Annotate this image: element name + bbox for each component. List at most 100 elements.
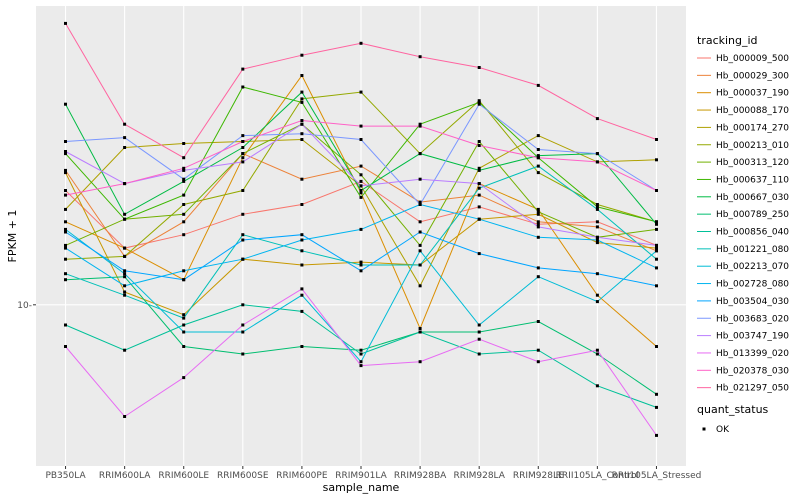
data-point-Hb_003504_030-RRIM928BA	[418, 230, 422, 234]
data-point-Hb_020378_030-RRII105LA_Stressed	[655, 189, 658, 192]
data-point-Hb_000174_270-RRII105LA_Stressed	[655, 158, 658, 162]
data-point-Hb_002728_080-PB350LA	[64, 246, 67, 250]
data-point-Hb_000037_190-RRII105LA_Control	[595, 293, 599, 297]
data-point-Hb_000088_170-PB350LA	[64, 171, 67, 175]
y-tick-label: 10-	[17, 301, 32, 311]
data-point-Hb_020378_030-PB350LA	[64, 193, 67, 197]
x-axis: PB350LA RRIM600LA RRIM600LE RRIM600SE RRIM60…	[45, 466, 701, 481]
data-point-Hb_000856_040-RRIM901LA	[359, 352, 363, 356]
legend-label: Hb_003683_020	[716, 314, 789, 324]
data-point-Hb_000856_040-RRIM928BA	[418, 330, 422, 334]
data-point-Hb_000037_190-PB350LA	[64, 220, 67, 224]
legend-label: Hb_000637_110	[716, 175, 789, 185]
data-point-Hb_000637_110-RRIM928LA	[477, 100, 481, 104]
data-point-Hb_000789_250-RRIM600PE	[300, 345, 304, 348]
x-tick-label: RRIM600PE	[276, 471, 328, 481]
x-axis-title: sample_name	[323, 481, 400, 494]
data-point-Hb_020378_030-RRIM901LA	[359, 124, 363, 128]
data-point-Hb_001221_080-RRIM600LE	[182, 316, 186, 320]
x-tick-label: RRIM901LA	[335, 471, 387, 481]
data-point-Hb_000856_040-RRIM600LE	[182, 323, 186, 327]
data-point-Hb_013399_020-RRIM600LA	[123, 415, 127, 418]
legend-label: Hb_000789_250	[716, 210, 789, 220]
data-point-Hb_002213_070-RRIM901LA	[359, 360, 363, 364]
data-point-Hb_000009_500-RRIM600PE	[300, 203, 304, 206]
data-point-Hb_000856_040-PB350LA	[64, 323, 67, 327]
y-axis-title: FPKM + 1	[6, 210, 19, 263]
data-point-Hb_002728_080-RRIM928LA	[477, 217, 481, 221]
data-point-Hb_000174_270-RRIM928BA	[418, 284, 422, 288]
data-point-Hb_000029_300-RRIM928LE	[536, 220, 540, 224]
data-point-Hb_020378_030-RRIM600LE	[182, 166, 186, 170]
data-point-Hb_000637_110-RRIM600LE	[182, 193, 186, 197]
data-point-Hb_001221_080-RRIM928LA	[477, 186, 481, 190]
y-axis: 10-	[17, 301, 36, 311]
data-point-Hb_000313_120-RRIM928BA	[418, 243, 422, 247]
data-point-Hb_013399_020-RRIM600PE	[300, 287, 304, 291]
data-point-Hb_003747_190-PB350LA	[64, 150, 67, 153]
data-point-Hb_000789_250-PB350LA	[64, 278, 67, 282]
legend-label: Hb_000009_500	[716, 54, 789, 64]
data-point-Hb_000637_110-RRIM901LA	[359, 195, 363, 199]
data-point-Hb_000088_170-RRIM600LE	[182, 313, 186, 317]
data-point-Hb_001221_080-RRII105LA_Stressed	[655, 257, 658, 261]
data-point-Hb_003747_190-RRII105LA_Control	[595, 235, 599, 239]
data-point-Hb_000009_500-RRII105LA_Control	[595, 220, 599, 224]
data-point-Hb_000313_120-RRIM928LA	[477, 140, 481, 143]
data-point-Hb_002728_080-RRIM928LE	[536, 235, 540, 239]
data-point-Hb_003504_030-RRIM600LE	[182, 278, 186, 282]
data-point-Hb_000789_250-RRIM901LA	[359, 348, 363, 352]
data-point-Hb_000174_270-RRIM600LA	[123, 146, 127, 149]
data-point-Hb_000009_500-PB350LA	[64, 189, 67, 192]
data-point-Hb_003747_190-RRIM928BA	[418, 177, 422, 181]
data-point-Hb_002728_080-RRIM600PE	[300, 238, 304, 242]
legend: tracking_id Hb_000009_500Hb_000029_300Hb…	[697, 34, 789, 435]
data-point-Hb_000667_030-PB350LA	[64, 102, 67, 106]
data-point-Hb_003504_030-RRIM600SE	[241, 238, 245, 242]
data-point-Hb_000009_500-RRIM600LE	[182, 233, 186, 237]
data-point-Hb_000789_250-RRII105LA_Control	[595, 352, 599, 356]
data-point-Hb_000789_250-RRIM928LA	[477, 330, 481, 334]
x-tick-label: RRIM928LE	[513, 471, 564, 481]
data-point-Hb_000009_500-RRIM901LA	[359, 179, 363, 183]
data-point-Hb_000667_030-RRIM600PE	[300, 90, 304, 94]
data-point-Hb_003747_190-RRII105LA_Stressed	[655, 243, 658, 247]
data-point-Hb_000088_170-RRII105LA_Control	[595, 241, 599, 245]
data-point-Hb_003683_020-RRIM901LA	[359, 138, 363, 141]
data-point-Hb_021297_050-RRII105LA_Control	[595, 117, 599, 121]
data-point-Hb_000088_170-RRIM928LE	[536, 212, 540, 216]
data-point-Hb_002728_080-RRIM600LA	[123, 284, 127, 288]
data-point-Hb_003683_020-RRIM600LA	[123, 136, 127, 140]
data-point-Hb_000313_120-RRIM928LE	[536, 210, 540, 214]
data-point-Hb_000029_300-RRIM600LE	[182, 220, 186, 224]
data-point-Hb_002213_070-RRIM600SE	[241, 330, 245, 334]
data-point-Hb_000789_250-RRIM928LE	[536, 320, 540, 323]
legend-shape-label: OK	[716, 425, 730, 435]
data-point-Hb_002213_070-RRIM600PE	[300, 293, 304, 297]
data-point-Hb_013399_020-RRII105LA_Stressed	[655, 433, 658, 437]
data-point-Hb_000789_250-RRII105LA_Stressed	[655, 392, 658, 396]
data-point-Hb_000213_010-RRIM600LA	[123, 254, 127, 258]
data-point-Hb_002213_070-RRIM928BA	[418, 249, 422, 253]
legend-label: Hb_003747_190	[716, 332, 789, 342]
data-point-Hb_000213_010-RRIM928LE	[536, 171, 540, 175]
data-point-Hb_001221_080-RRIM928BA	[418, 263, 422, 267]
data-point-Hb_021297_050-RRIM928BA	[418, 55, 422, 59]
legend-shape-key	[702, 427, 706, 431]
data-point-Hb_000313_120-RRII105LA_Stressed	[655, 227, 658, 231]
data-point-Hb_002728_080-RRII105LA_Control	[595, 238, 599, 242]
legend-label: Hb_001221_080	[716, 245, 789, 255]
x-tick-label: RRIM600LE	[158, 471, 209, 481]
data-point-Hb_002728_080-RRIM600SE	[241, 257, 245, 261]
data-point-Hb_000029_300-RRIM928LA	[477, 193, 481, 197]
legend-label: Hb_000856_040	[716, 228, 789, 238]
data-point-Hb_002213_070-RRIM600LA	[123, 272, 127, 276]
legend-title: tracking_id	[697, 34, 758, 47]
data-point-Hb_003683_020-RRIM928LA	[477, 102, 481, 106]
data-point-Hb_020378_030-RRIM600PE	[300, 119, 304, 122]
legend-label: Hb_000174_270	[716, 123, 789, 133]
data-point-Hb_013399_020-RRIM928BA	[418, 360, 422, 364]
legend-label: Hb_000037_190	[716, 89, 789, 99]
data-point-Hb_003747_190-RRIM600PE	[300, 122, 304, 126]
